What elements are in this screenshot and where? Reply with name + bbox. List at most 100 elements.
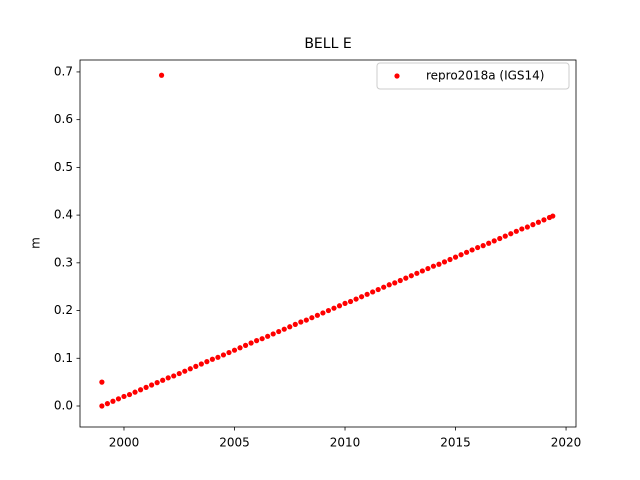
x-tick-label: 2015 xyxy=(440,436,471,450)
point xyxy=(143,384,149,390)
point xyxy=(508,231,514,237)
point xyxy=(132,389,138,395)
point xyxy=(408,273,414,279)
point xyxy=(215,354,221,360)
point xyxy=(370,289,376,295)
point xyxy=(347,298,354,305)
point xyxy=(281,326,287,332)
y-tick-label: 0.6 xyxy=(54,112,73,126)
point xyxy=(441,259,448,265)
point xyxy=(475,244,481,251)
point xyxy=(397,277,403,284)
point xyxy=(104,401,111,407)
point xyxy=(193,363,199,369)
point xyxy=(386,282,392,288)
x-tick-label: 2010 xyxy=(330,436,361,450)
point xyxy=(419,268,425,274)
point xyxy=(452,254,459,260)
point xyxy=(292,321,298,327)
point xyxy=(491,238,497,244)
point xyxy=(530,222,536,228)
point xyxy=(276,328,282,335)
point xyxy=(231,347,238,353)
point xyxy=(154,380,160,386)
point xyxy=(513,228,519,234)
point xyxy=(209,356,215,362)
point xyxy=(375,286,381,293)
point xyxy=(309,315,315,321)
point xyxy=(137,387,144,393)
point xyxy=(220,352,227,358)
y-tick-label: 0.3 xyxy=(54,255,73,269)
point xyxy=(298,319,304,325)
point xyxy=(110,398,116,404)
point xyxy=(242,342,249,348)
point xyxy=(198,361,204,367)
point xyxy=(497,235,503,242)
y-axis-label: m xyxy=(29,237,43,249)
plot-frame xyxy=(79,59,577,428)
point xyxy=(480,243,486,249)
y-tick-label: 0.4 xyxy=(54,208,73,222)
point xyxy=(176,370,182,377)
y-tick-label: 0.5 xyxy=(54,160,73,174)
point xyxy=(121,393,127,400)
point xyxy=(270,331,276,337)
x-tick-label: 2020 xyxy=(551,436,582,450)
point xyxy=(187,366,193,372)
point xyxy=(463,249,470,255)
point xyxy=(182,368,188,374)
point xyxy=(287,324,293,330)
point xyxy=(158,72,165,78)
point xyxy=(320,310,326,316)
point xyxy=(541,217,547,223)
x-tick-label: 2000 xyxy=(109,436,140,450)
point xyxy=(115,396,122,402)
point xyxy=(303,317,309,323)
point xyxy=(364,291,370,297)
point xyxy=(99,379,105,385)
legend-marker xyxy=(394,73,400,79)
y-tick-label: 0.2 xyxy=(54,303,73,317)
point xyxy=(226,349,232,356)
chart-title: BELL E xyxy=(304,36,351,52)
point xyxy=(325,307,332,314)
point xyxy=(353,296,359,302)
y-tick-label: 0.1 xyxy=(54,351,73,365)
point xyxy=(486,240,492,246)
point xyxy=(99,403,105,409)
point xyxy=(248,340,254,346)
point xyxy=(165,375,171,381)
point xyxy=(535,219,542,225)
point xyxy=(149,382,155,388)
point xyxy=(126,391,133,398)
point xyxy=(519,226,525,232)
y-tick-label: 0.7 xyxy=(54,64,73,78)
point xyxy=(392,280,398,286)
point xyxy=(458,252,464,258)
point xyxy=(160,377,166,383)
x-tick-label: 2005 xyxy=(219,436,250,450)
point xyxy=(403,275,409,281)
point xyxy=(171,373,177,379)
point xyxy=(314,312,320,318)
point xyxy=(336,303,343,309)
legend-label: repro2018a (IGS14) xyxy=(426,69,544,83)
point xyxy=(524,224,530,230)
point xyxy=(550,213,556,219)
point xyxy=(469,247,475,253)
point xyxy=(414,270,420,276)
point xyxy=(204,359,210,365)
point xyxy=(265,333,271,339)
point xyxy=(259,336,265,342)
point xyxy=(425,265,431,272)
point xyxy=(436,261,442,267)
point xyxy=(430,263,437,269)
point xyxy=(447,256,453,263)
y-tick-label: 0.0 xyxy=(54,399,73,413)
point xyxy=(342,300,348,306)
legend-box xyxy=(376,62,570,90)
point xyxy=(502,233,508,239)
